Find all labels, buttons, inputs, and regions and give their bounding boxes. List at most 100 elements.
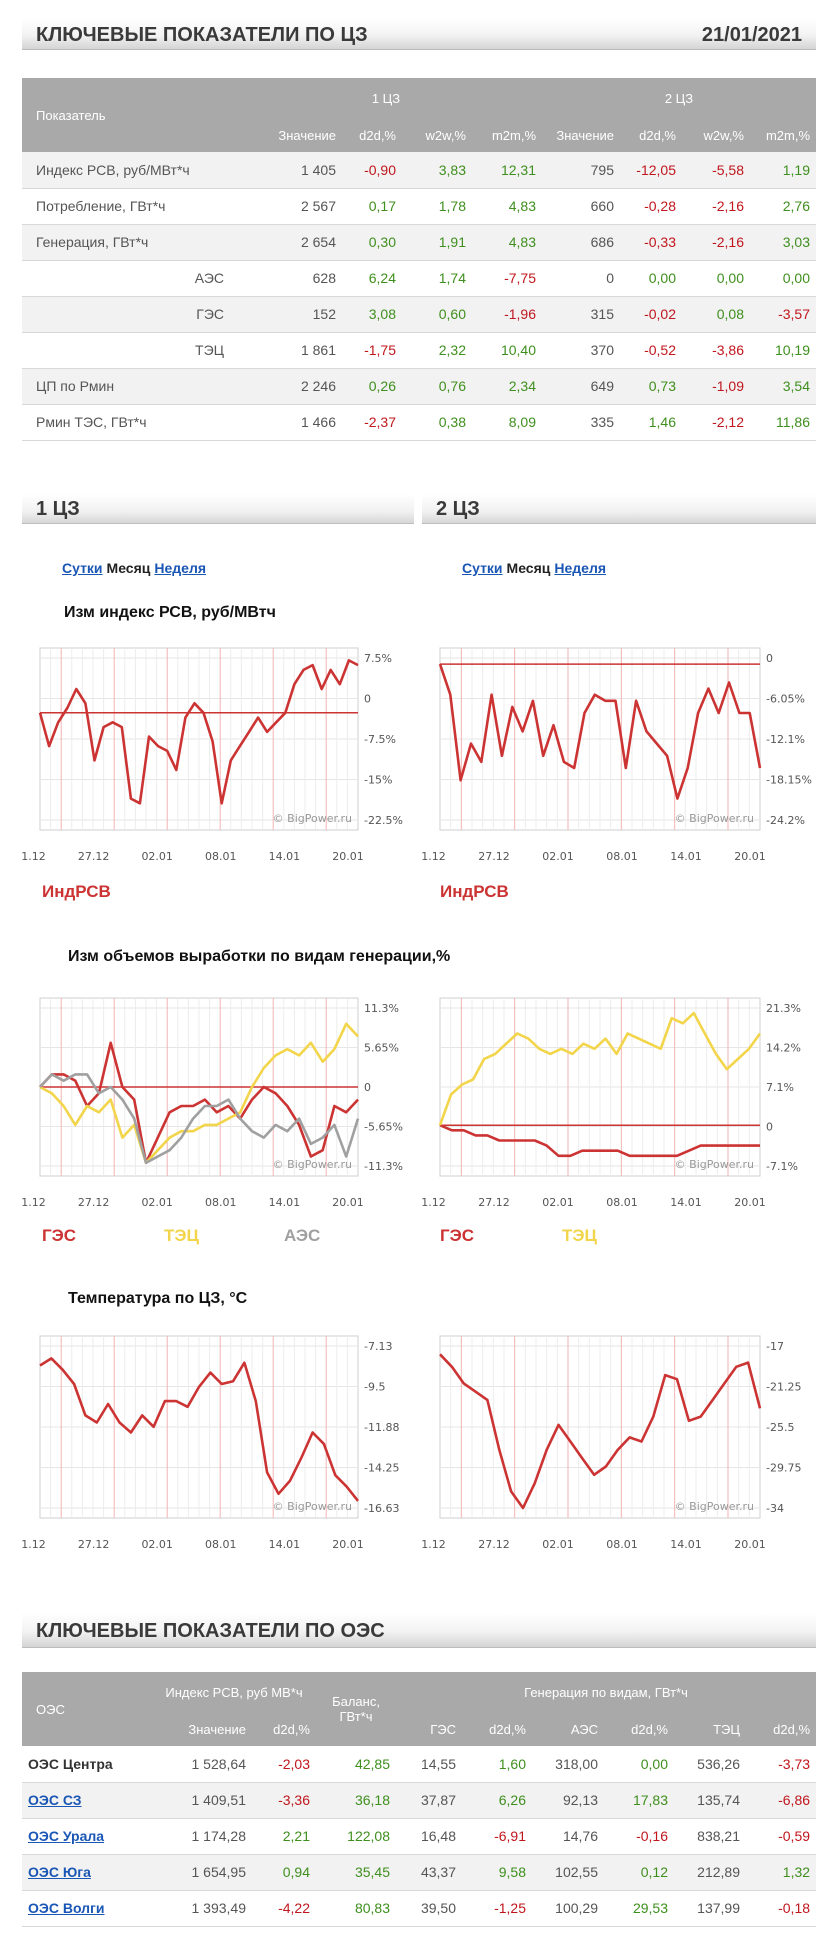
table-cell: -1,09: [682, 368, 750, 405]
table-cell: 4,83: [472, 224, 542, 261]
x-tick-label: 21.12: [422, 1538, 446, 1551]
table-cell: -0,28: [620, 188, 682, 225]
y-tick-label: -34: [766, 1502, 784, 1515]
table-cell: 3,83: [402, 152, 472, 189]
x-tick-label: 14.01: [670, 1196, 702, 1209]
y-tick-label: -24.2%: [766, 814, 805, 827]
legend-price-zone1: ИндРСВ: [42, 882, 111, 901]
temperature-chart-title: Температура по ЦЗ, °С: [68, 1290, 248, 1307]
table-cell: -0,18: [746, 1890, 817, 1927]
period-month-current: Месяц: [506, 560, 551, 576]
table-cell: 318,00: [532, 1746, 604, 1783]
table-row: АЭС 628 6,24 1,74 -7,75 0 0,00 0,00 0,00: [22, 260, 816, 297]
x-tick-label: 20.01: [332, 1196, 364, 1209]
table-cell: -2,03: [252, 1746, 316, 1783]
price-chart-title: Изм индекс РСВ, руб/МВтч: [64, 604, 276, 621]
row-label: Индекс РСВ, руб/МВт*ч: [22, 152, 230, 189]
table-cell: -0,33: [620, 224, 682, 261]
generation-chart-zone1: 11.3% 5.65% 0 -5.65% -11.3% 21.12 27.12 02.01 08…: [22, 997, 403, 1209]
period-week-link[interactable]: Неделя: [154, 560, 207, 576]
y-tick-label: 5.65%: [364, 1042, 399, 1055]
table-cell: 10,19: [750, 332, 816, 369]
x-tick-label: 02.01: [542, 1196, 574, 1209]
y-tick-label: -22.5%: [364, 814, 403, 827]
table-cell: 0,30: [342, 224, 402, 261]
row-label: Потребление, ГВт*ч: [22, 188, 230, 225]
col-balance: Баланс, ГВт*ч: [316, 1672, 396, 1746]
oes-subheader-5: d2d,%: [604, 1712, 674, 1746]
table-cell: 1 409,51: [152, 1782, 252, 1819]
page-title: КЛЮЧЕВЫЕ ПОКАЗАТЕЛИ ПО ЦЗ: [36, 24, 368, 46]
row-label: ЦП по Рмин: [22, 368, 230, 405]
oes-link[interactable]: ОЭС Юга: [28, 1864, 91, 1880]
legend-gen2-chp: ТЭЦ: [562, 1226, 597, 1245]
series-line: [439, 1124, 760, 1158]
price-chart-zone2: 0 -6.05% -12.1% -18.15% -24.2% 21.12 27.12 02.0…: [422, 647, 812, 863]
subheader-7: m2m,%: [750, 118, 816, 152]
y-tick-label: 11.3%: [364, 1002, 399, 1015]
table-cell: 1 654,95: [152, 1854, 252, 1891]
table-row: Генерация, ГВт*ч 2 654 0,30 1,91 4,83 686 -0,3…: [22, 224, 816, 261]
x-tick-label: 20.01: [734, 1196, 766, 1209]
table-cell: 11,86: [750, 404, 816, 441]
oes-subheader-3: d2d,%: [462, 1712, 532, 1746]
table-cell: 0,17: [342, 188, 402, 225]
legend-price-zone2: ИндРСВ: [440, 882, 509, 901]
zone1-title: 1 ЦЗ: [36, 498, 80, 520]
series-line: [438, 663, 762, 800]
table-cell: -1,96: [472, 296, 542, 333]
table-cell: 8,09: [472, 404, 542, 441]
table-cell: -2,37: [342, 404, 402, 441]
col-oes: ОЭС: [22, 1672, 152, 1746]
table-cell: -2,16: [682, 188, 750, 225]
subheader-6: w2w,%: [682, 118, 750, 152]
table-cell: 686: [542, 224, 620, 261]
table-cell: 1,32: [746, 1854, 817, 1891]
table-cell: 9,58: [462, 1854, 532, 1891]
zone1-period-selector: Сутки Месяц Неделя: [62, 560, 206, 576]
y-tick-label: -11.3%: [364, 1160, 403, 1173]
table-cell: 0,60: [402, 296, 472, 333]
table-cell: 16,48: [396, 1818, 462, 1855]
generation-chart-title: Изм объемов выработки по видам генерации…: [68, 948, 451, 965]
generation-chart-zone2: 21.3% 14.2% 7.1% 0 -7.1% 21.12 27.12 02.01 08.01…: [422, 997, 801, 1209]
col-indicator: Показатель: [22, 78, 230, 152]
table-cell: 1 393,49: [152, 1890, 252, 1927]
table-cell: 80,83: [316, 1890, 396, 1927]
period-day-link[interactable]: Сутки: [462, 560, 503, 576]
period-day-link[interactable]: Сутки: [62, 560, 103, 576]
table-cell: 0,00: [682, 260, 750, 297]
y-tick-label: -6.05%: [766, 693, 805, 706]
y-tick-label: -7.5%: [364, 733, 396, 746]
subheader-4: Значение: [542, 118, 620, 152]
table-cell: 43,37: [396, 1854, 462, 1891]
oes-name-cell: ОЭС Юга: [22, 1854, 152, 1891]
table-cell: 152: [230, 296, 342, 333]
x-tick-label: 14.01: [670, 1538, 702, 1551]
x-tick-label: 20.01: [332, 850, 364, 863]
x-tick-label: 21.12: [22, 850, 46, 863]
legend-gen1-nuclear: АЭС: [284, 1226, 321, 1245]
table-cell: -3,73: [746, 1746, 817, 1783]
col-index: Индекс РСВ, руб МВ*ч: [152, 1672, 316, 1712]
table-cell: 35,45: [316, 1854, 396, 1891]
y-tick-label: -25.5: [766, 1421, 794, 1434]
series-line: [438, 1011, 762, 1126]
y-tick-label: 0: [364, 1081, 371, 1094]
oes-link[interactable]: ОЭС Урала: [28, 1828, 105, 1844]
table-cell: 0,73: [620, 368, 682, 405]
table-cell: 2 654: [230, 224, 342, 261]
table-cell: 6,24: [342, 260, 402, 297]
oes-link[interactable]: ОЭС СЗ: [28, 1792, 82, 1808]
table-cell: 122,08: [316, 1818, 396, 1855]
table-cell: 14,76: [532, 1818, 604, 1855]
col-generation: Генерация по видам, ГВт*ч: [396, 1672, 817, 1712]
table-cell: 2 567: [230, 188, 342, 225]
table-cell: 0,76: [402, 368, 472, 405]
period-week-link[interactable]: Неделя: [554, 560, 607, 576]
oes-link[interactable]: ОЭС Волги: [28, 1900, 105, 1916]
oes-subheader-0: Значение: [152, 1712, 252, 1746]
y-tick-label: -17: [766, 1340, 784, 1353]
zone2-title: 2 ЦЗ: [436, 498, 480, 520]
table-cell: 370: [542, 332, 620, 369]
